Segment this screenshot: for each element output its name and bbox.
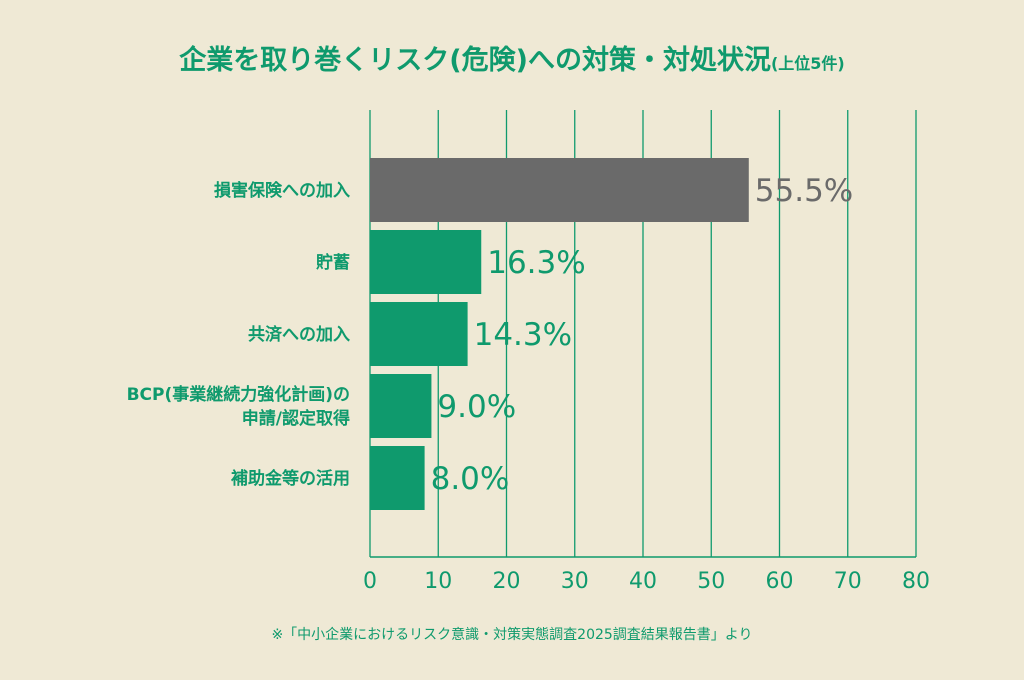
bar (370, 446, 425, 510)
category-label: 申請/認定取得 (242, 408, 350, 429)
category-label: 補助金等の活用 (230, 468, 350, 489)
data-label: 14.3% (474, 317, 572, 353)
chart-title-suffix: (上位5件) (770, 54, 845, 73)
x-tick-label: 0 (363, 569, 377, 594)
chart-title: 企業を取り巻くリスク(危険)への対策・対処状況(上位5件) (0, 38, 1024, 77)
x-tick-label: 50 (697, 569, 725, 594)
x-tick-label: 70 (834, 569, 862, 594)
category-label: 貯蓄 (316, 252, 350, 273)
data-label: 8.0% (431, 461, 510, 497)
data-label: 9.0% (437, 389, 516, 425)
x-tick-label: 10 (424, 569, 452, 594)
category-label: BCP(事業継続力強化計画)の (127, 384, 350, 405)
category-label: 共済への加入 (248, 324, 350, 345)
category-label: 損害保険への加入 (214, 180, 350, 201)
x-tick-label: 30 (561, 569, 589, 594)
bar (370, 158, 749, 222)
data-label: 16.3% (487, 245, 585, 281)
bar (370, 302, 468, 366)
source-footnote: ※「中小企業におけるリスク意識・対策実態調査2025調査結果報告書」より (271, 627, 753, 643)
x-tick-label: 80 (902, 569, 930, 594)
chart-title-text: 企業を取り巻くリスク(危険)への対策・対処状況 (179, 45, 771, 76)
bar (370, 230, 482, 294)
data-label: 55.5% (755, 173, 853, 209)
x-tick-label: 60 (766, 569, 794, 594)
x-tick-label: 40 (629, 569, 657, 594)
bar (370, 374, 432, 438)
x-tick-label: 20 (493, 569, 521, 594)
